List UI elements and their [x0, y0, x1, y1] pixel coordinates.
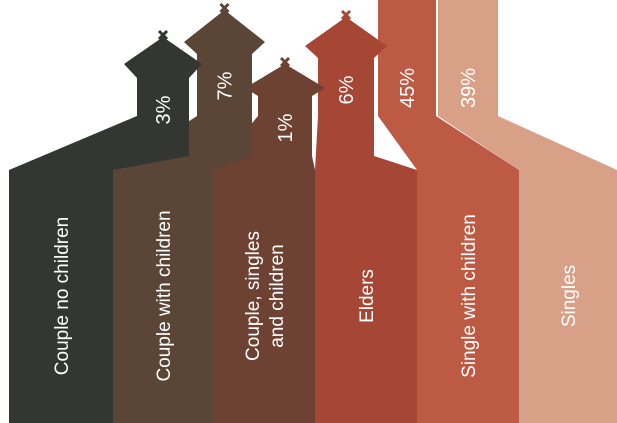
category-label-2: Couple with children: [154, 210, 175, 381]
bar-6-shape: [438, 0, 617, 423]
category-label-6: Singles: [559, 265, 580, 327]
value-label-1: 3%: [153, 95, 175, 124]
bar-4-shape: [305, 17, 417, 423]
bar-4: 6% Elders: [305, 9, 417, 423]
value-label-6: 39%: [458, 68, 480, 108]
bar-3-ornament-2: [279, 56, 291, 68]
bar-2-ornament-2: [219, 2, 230, 14]
bar-1: 3% Couple no children: [9, 29, 202, 423]
bar-1-shape: [9, 37, 202, 423]
value-label-3: 1%: [275, 113, 297, 142]
value-label-5: 45%: [397, 68, 419, 108]
category-label-4: Elders: [357, 269, 378, 323]
bar-1-ornament-2: [157, 29, 169, 41]
category-label-5: Single with children: [459, 214, 480, 378]
bar-5-shape: [378, 0, 519, 423]
bar-6: 39% Singles: [438, 0, 617, 423]
value-label-4: 6%: [336, 75, 358, 104]
category-label-1: Couple no children: [52, 217, 73, 375]
bar-4-ornament-2: [340, 9, 352, 21]
bar-2: 7% Couple with children: [113, 2, 265, 423]
value-label-2: 7%: [215, 71, 237, 100]
bar-5: 45% Single with children: [378, 0, 519, 423]
category-label-3: Couple, singles and children: [243, 231, 288, 361]
bar-2-shape: [113, 10, 265, 423]
